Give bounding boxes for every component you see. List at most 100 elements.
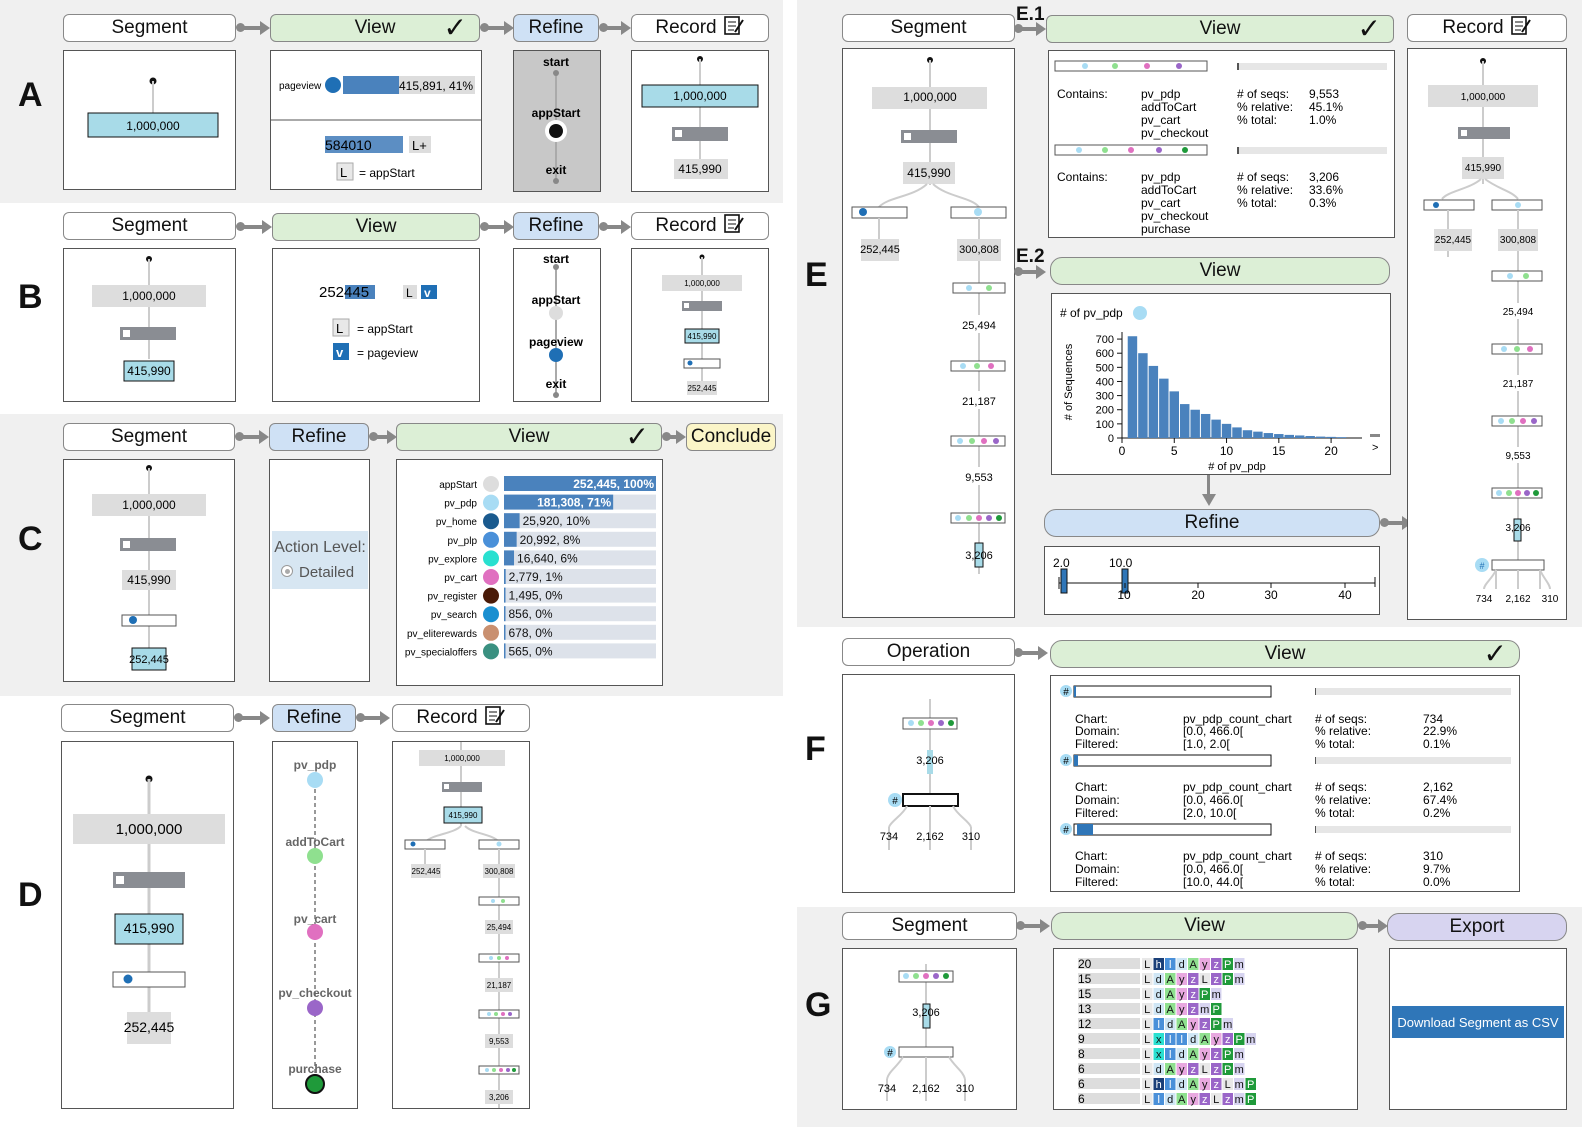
a-refine-stage[interactable]: Refine [513, 14, 599, 42]
d-refine-stage[interactable]: Refine [272, 704, 356, 732]
c-segment-stage[interactable]: Segment [63, 423, 235, 451]
b-input-value[interactable]: 252445 [319, 284, 369, 301]
sequence-token [1211, 958, 1222, 970]
sequence-token [1165, 988, 1176, 1000]
histogram-bar[interactable] [1127, 336, 1138, 438]
slider-handle-high[interactable] [1121, 568, 1129, 594]
action-bar[interactable] [504, 606, 506, 622]
g-segment-stage[interactable]: Segment [842, 912, 1017, 940]
g-export-stage[interactable]: Export [1387, 913, 1567, 941]
c-refine-stage[interactable]: Refine [269, 423, 369, 451]
sequence-count-bar [1078, 958, 1140, 969]
histogram-bar[interactable] [1159, 378, 1169, 438]
a-segment-stage[interactable]: Segment [63, 14, 236, 42]
f-view-stage[interactable]: View ✓ [1050, 638, 1520, 669]
f-item1-filtered-label: Filtered: [1075, 737, 1118, 751]
histogram-bar[interactable] [1295, 435, 1305, 438]
histogram-bar[interactable] [1242, 430, 1253, 438]
histogram-bar[interactable] [1138, 353, 1148, 438]
histogram-bar[interactable] [1263, 433, 1274, 438]
e-segment-stage[interactable]: Segment [842, 14, 1015, 42]
b-view-stage[interactable]: View [272, 213, 480, 241]
action-bar[interactable] [504, 494, 614, 510]
a-record-child: 415,990 [678, 162, 722, 176]
e-refine-stage[interactable]: Refine [1044, 509, 1380, 537]
e1-view-stage[interactable]: View ✓ [1046, 13, 1394, 44]
f-operation-stage[interactable]: Operation [842, 638, 1015, 666]
sequence-token [1176, 988, 1187, 1000]
histogram-bar[interactable] [1253, 431, 1263, 438]
e-record-stage[interactable]: Record [1407, 14, 1567, 42]
d-record-v5: 25,494 [487, 923, 512, 932]
b-record-stage[interactable]: Record [631, 212, 769, 240]
g-tree-v4: 310 [956, 1083, 974, 1095]
sequence-token [1234, 1063, 1245, 1075]
action-bar[interactable] [504, 569, 506, 584]
sequence-count-bar [1078, 1018, 1140, 1029]
histogram-bar[interactable] [1232, 427, 1242, 438]
a-bar-label: pageview [279, 81, 322, 92]
d-record-box: 1,000,000 415,990 252,445 300,808 25,494… [392, 741, 530, 1112]
sequence-token-label: P [1224, 1049, 1231, 1061]
down-arrow [1207, 475, 1210, 497]
action-bar[interactable] [504, 550, 515, 566]
action-bar[interactable] [504, 476, 656, 491]
b-segment-stage[interactable]: Segment [63, 212, 236, 240]
e-seq1-stat-label-2: % relative: [1237, 100, 1293, 114]
d-record-v7: 9,553 [489, 1037, 510, 1046]
histogram-bar[interactable] [1315, 436, 1326, 438]
sequence-count-bar [1078, 973, 1140, 984]
f-item1-domain-label: Domain: [1075, 724, 1120, 738]
f-item3-chart-label: Chart: [1075, 849, 1108, 863]
action-bar[interactable] [504, 513, 520, 529]
c-conclude-stage[interactable]: Conclude [686, 423, 776, 451]
sequence-token [1211, 1063, 1222, 1075]
sequence-token-label: m [1212, 989, 1221, 1001]
radio-icon[interactable] [281, 565, 293, 577]
histogram-bar[interactable] [1326, 436, 1336, 438]
action-level-control[interactable] [272, 531, 368, 589]
a-view-stage[interactable]: View ✓ [270, 12, 480, 43]
e-record-label: Record [1442, 17, 1504, 38]
a-record-stage[interactable]: Record [631, 14, 769, 42]
action-bar[interactable] [504, 643, 506, 659]
d-refine-n2: addToCart [285, 835, 344, 849]
c-view-stage[interactable]: View ✓ [396, 421, 662, 452]
e-seq2-stat-label-3: % total: [1237, 196, 1277, 210]
histogram-bar[interactable] [1200, 413, 1211, 438]
histogram-bar[interactable] [1305, 436, 1315, 438]
e2-view-stage[interactable]: View [1050, 257, 1390, 285]
download-csv-button[interactable]: Download Segment as CSV [1392, 1006, 1564, 1038]
sequence-token [1188, 973, 1199, 985]
f-item3-domain: [0.0, 466.0[ [1183, 862, 1244, 876]
f-item2-relative: 67.4% [1423, 793, 1457, 807]
a-input-value[interactable]: 584010 [325, 137, 372, 153]
d-record-stage[interactable]: Record [392, 704, 530, 732]
histogram-bar[interactable] [1221, 423, 1232, 438]
histogram-bar[interactable] [1211, 419, 1221, 438]
action-bar[interactable] [504, 624, 506, 640]
sequence-token [1222, 1033, 1233, 1045]
action-bar-label: 1,495, 0% [509, 589, 563, 603]
a-root-value: 1,000,000 [126, 119, 180, 133]
e-seq1-item-2: addToCart [1141, 100, 1197, 114]
action-bar[interactable] [504, 531, 517, 547]
histogram-bar[interactable] [1336, 437, 1347, 438]
histogram-bar[interactable] [1169, 391, 1179, 438]
histogram-bar[interactable] [1284, 434, 1294, 438]
histogram-bar[interactable] [1274, 434, 1284, 438]
d-segment-stage[interactable]: Segment [61, 704, 234, 732]
action-bar[interactable] [504, 587, 506, 603]
e2-label: E.2 [1016, 246, 1045, 267]
b-refine-stage[interactable]: Refine [513, 212, 599, 240]
sequence-token-label: P [1224, 1064, 1231, 1076]
g-export-label: Export [1449, 916, 1505, 937]
g-view-stage[interactable]: View [1051, 912, 1358, 940]
action-bar-track [504, 569, 656, 584]
histogram-bar[interactable] [1180, 404, 1190, 438]
sequence-token [1222, 1048, 1233, 1060]
histogram-bar[interactable] [1190, 409, 1200, 438]
slider-handle-low[interactable] [1060, 568, 1068, 594]
sequence-token-label: z [1190, 974, 1196, 986]
histogram-bar[interactable] [1148, 365, 1159, 438]
